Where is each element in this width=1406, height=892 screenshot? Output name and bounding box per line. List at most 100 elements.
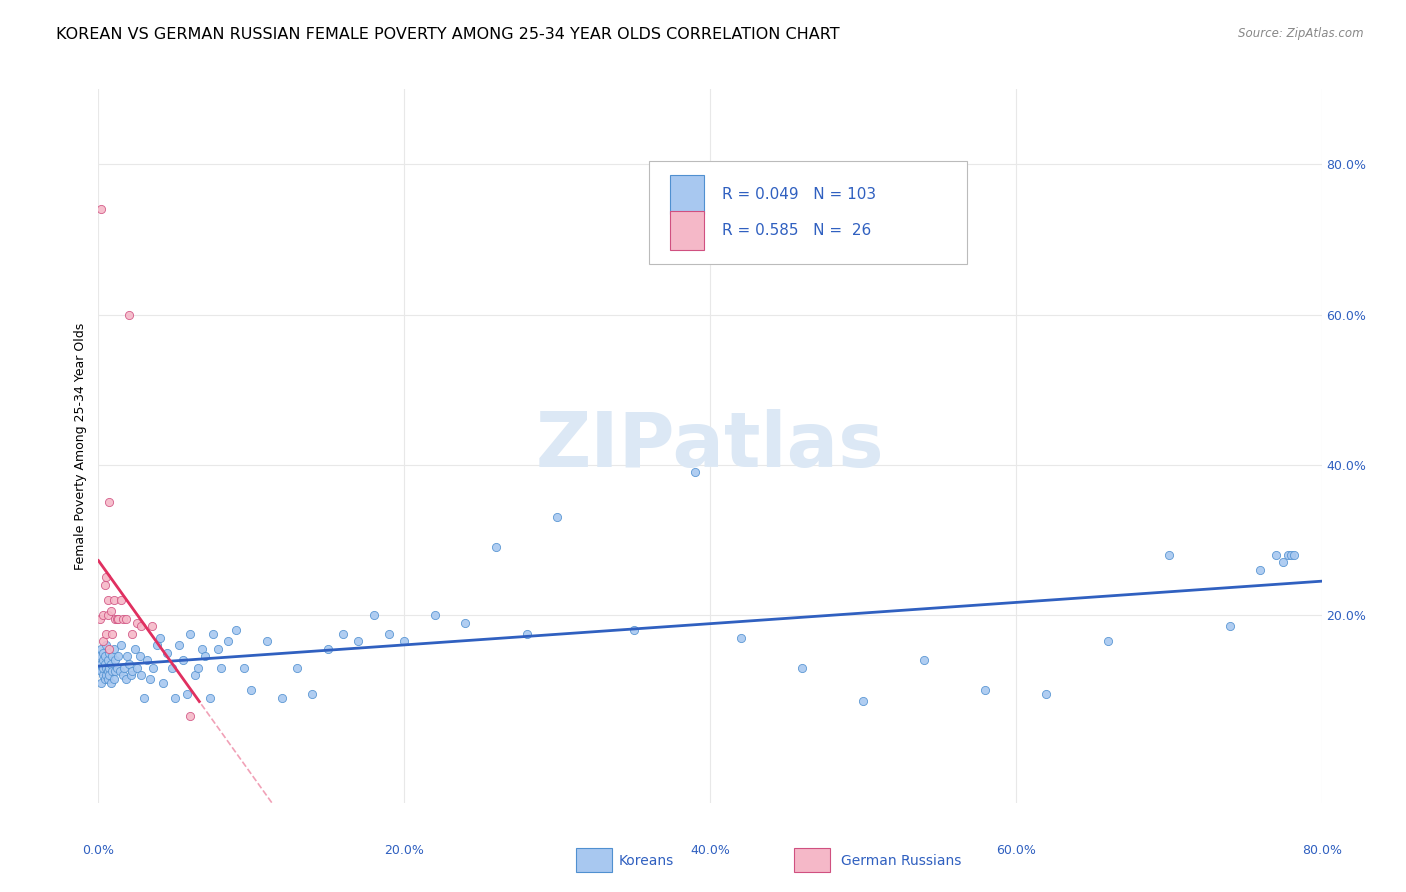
Point: [392, 634, 416, 648]
Point: [94, 660, 117, 674]
Point: [98, 668, 121, 682]
Point: [332, 627, 354, 641]
Point: [91, 653, 114, 667]
Point: [120, 668, 142, 682]
Point: [93, 672, 115, 686]
Point: [179, 709, 201, 723]
Point: [90, 675, 112, 690]
Point: [118, 657, 141, 671]
Point: [100, 604, 122, 618]
Point: [207, 641, 229, 656]
Point: [93, 657, 115, 671]
Point: [112, 660, 135, 674]
Point: [97, 593, 120, 607]
Point: [94, 570, 117, 584]
Point: [347, 634, 370, 648]
Point: [454, 615, 477, 630]
Point: [316, 641, 339, 656]
Point: [516, 627, 538, 641]
Point: [101, 649, 124, 664]
Point: [89, 612, 111, 626]
Point: [98, 646, 121, 660]
Point: [125, 615, 148, 630]
Point: [378, 627, 401, 641]
Point: [124, 641, 146, 656]
Point: [1157, 548, 1180, 562]
Point: [97, 607, 120, 622]
Point: [91, 634, 114, 648]
Point: [110, 638, 132, 652]
Point: [485, 541, 508, 555]
Text: 20.0%: 20.0%: [384, 844, 425, 857]
Point: [97, 672, 120, 686]
Point: [176, 687, 198, 701]
Text: Source: ZipAtlas.com: Source: ZipAtlas.com: [1239, 27, 1364, 40]
Point: [105, 660, 128, 674]
Point: [94, 668, 117, 682]
Point: [187, 660, 209, 674]
Point: [209, 660, 232, 674]
Point: [101, 665, 124, 679]
Point: [683, 465, 706, 479]
Point: [91, 607, 114, 622]
Point: [110, 593, 132, 607]
Point: [111, 612, 134, 626]
Point: [97, 653, 120, 667]
Point: [184, 668, 207, 682]
Point: [111, 668, 134, 682]
Point: [194, 649, 217, 664]
Point: [145, 638, 167, 652]
Point: [97, 665, 120, 679]
Point: [191, 641, 214, 656]
Point: [128, 649, 150, 664]
Point: [93, 649, 115, 664]
Point: [217, 634, 239, 648]
Point: [104, 612, 127, 626]
Point: [179, 627, 201, 641]
Point: [98, 660, 121, 674]
Point: [974, 683, 997, 698]
Text: ZIPatlas: ZIPatlas: [536, 409, 884, 483]
Point: [240, 683, 263, 698]
Text: 60.0%: 60.0%: [995, 844, 1036, 857]
Point: [301, 687, 323, 701]
Point: [160, 660, 183, 674]
Point: [169, 638, 191, 652]
Point: [90, 641, 112, 656]
Text: KOREAN VS GERMAN RUSSIAN FEMALE POVERTY AMONG 25-34 YEAR OLDS CORRELATION CHART: KOREAN VS GERMAN RUSSIAN FEMALE POVERTY …: [56, 27, 839, 42]
Text: R = 0.585   N =  26: R = 0.585 N = 26: [723, 223, 872, 237]
Point: [105, 612, 128, 626]
Point: [1282, 548, 1305, 562]
Point: [1219, 619, 1241, 633]
Point: [90, 657, 112, 671]
Point: [202, 627, 225, 641]
Point: [100, 675, 122, 690]
Text: 40.0%: 40.0%: [690, 844, 730, 857]
Point: [115, 612, 138, 626]
Point: [89, 660, 111, 674]
Point: [115, 672, 138, 686]
FancyBboxPatch shape: [650, 161, 967, 264]
Point: [256, 634, 278, 648]
Text: German Russians: German Russians: [841, 854, 962, 868]
Point: [93, 578, 115, 592]
Point: [270, 690, 292, 705]
Point: [108, 665, 131, 679]
Point: [118, 308, 141, 322]
Text: 0.0%: 0.0%: [83, 844, 114, 857]
Point: [198, 690, 221, 705]
Point: [129, 668, 152, 682]
Point: [152, 675, 174, 690]
Point: [90, 202, 112, 217]
Point: [912, 653, 935, 667]
Point: [91, 646, 114, 660]
Point: [90, 665, 112, 679]
Point: [1035, 687, 1057, 701]
Point: [1277, 548, 1299, 562]
Point: [423, 607, 446, 622]
Point: [91, 668, 114, 682]
Point: [141, 619, 163, 633]
Point: [852, 694, 875, 708]
Point: [730, 631, 752, 645]
FancyBboxPatch shape: [669, 211, 704, 250]
